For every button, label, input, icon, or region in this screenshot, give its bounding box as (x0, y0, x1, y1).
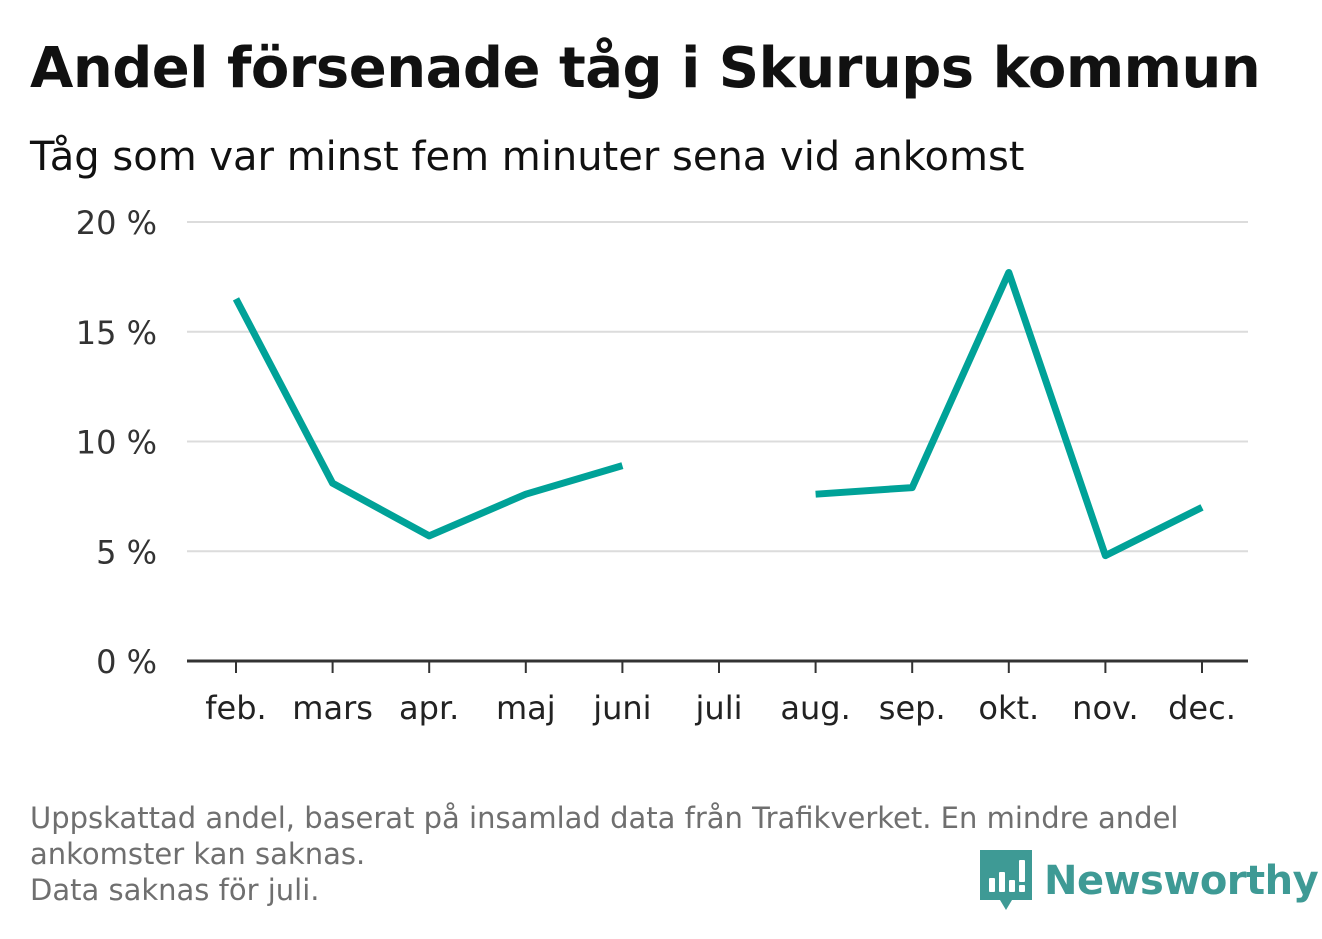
chart-title: Andel försenade tåg i Skurups kommun (30, 36, 1261, 101)
series-line-segment (232, 297, 624, 540)
x-axis: feb. mars apr. maj juni juli aug. sep. okt. nov. d… (187, 659, 1248, 727)
gridlines (187, 221, 1248, 553)
footnote-line-1: Uppskattad andel, baserat på insamlad da… (30, 801, 1179, 835)
newsworthy-logo-icon (980, 850, 1032, 910)
x-tick-label: dec. (1168, 689, 1236, 727)
y-tick-label: 10 % (76, 424, 157, 462)
x-tick-label: juli (695, 689, 743, 727)
y-tick-label: 5 % (96, 533, 157, 571)
footnote-line-3: Data saknas för juli. (30, 873, 320, 907)
footnote: Uppskattad andel, baserat på insamlad da… (30, 800, 1290, 908)
x-tick-label: juni (592, 689, 651, 727)
y-axis-ticks: 0 % 5 % 10 % 15 % 20 % (76, 204, 157, 681)
brand-name: Newsworthy (1044, 858, 1319, 904)
x-tick-label: apr. (399, 689, 459, 727)
x-tick-label: aug. (780, 689, 850, 727)
y-tick-label: 0 % (96, 643, 157, 681)
series-lines (232, 268, 1204, 560)
series-line-segment (815, 268, 1204, 560)
x-tick-label: sep. (879, 689, 946, 727)
footnote-line-2: ankomster kan saknas. (30, 837, 366, 871)
x-tick-label: okt. (978, 689, 1039, 727)
x-tick-label: nov. (1072, 689, 1138, 727)
y-tick-label: 15 % (76, 314, 157, 352)
brand: Newsworthy (980, 850, 1319, 912)
x-tick-label: feb. (205, 689, 266, 727)
x-tick-label: mars (292, 689, 373, 727)
chart-subtitle: Tåg som var minst fem minuter sena vid a… (30, 134, 1025, 180)
x-tick-label: maj (496, 689, 556, 727)
y-tick-label: 20 % (76, 204, 157, 242)
line-chart: 0 % 5 % 10 % 15 % 20 % feb. mars apr. maj juni ju… (76, 204, 1248, 727)
